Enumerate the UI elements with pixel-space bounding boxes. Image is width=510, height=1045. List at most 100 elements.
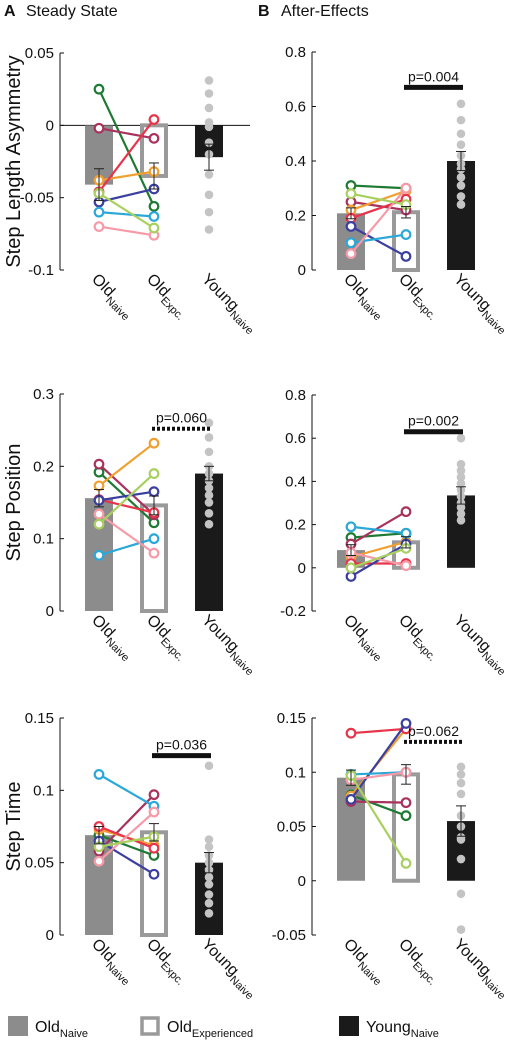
subject-point-expc [148,842,160,854]
young-dot [204,89,214,98]
young-dot [204,490,214,500]
subject-point-naive [93,480,105,492]
panel-title-a: Steady State [26,3,118,20]
young-dot [204,498,214,507]
legend-label-base: Old [167,1019,192,1036]
y-tick-label: 0.3 [33,386,54,403]
y-tick-label: 0.05 [25,855,54,872]
young-dot [204,483,214,493]
y-tick-label: 0.05 [277,819,306,836]
panel-letter-b: B [258,3,270,20]
subject-point-expc [400,182,412,194]
young-dot [456,173,466,182]
young-dot [204,519,214,529]
subject-point-naive [345,571,357,582]
young-dot [456,466,466,475]
subject-line [98,513,155,555]
subject-point-naive [345,521,357,533]
x-tick-label: OldNaive [337,271,389,323]
subject-point-naive [93,221,105,233]
young-dot [456,515,466,525]
subject-point-naive [345,562,357,574]
young-dot [204,447,214,457]
young-dot [456,479,466,488]
subject-line [98,187,155,204]
subject-point-expc [148,468,160,479]
young-dot [456,140,466,149]
legend-label-3: YoungNaive [366,1019,439,1040]
subject-line [98,537,155,557]
x-tick-label: YoungNaive [447,612,510,678]
subject-point-expc [148,200,160,212]
subject-line [350,774,407,864]
subject-line [98,192,155,229]
young-dot [204,880,214,889]
panel-title-b: After-Effects [281,3,369,20]
y-tick-label: 0.15 [277,710,306,727]
x-tick-label: YoungNaive [447,936,510,1002]
subject-line [350,525,407,535]
subject-point-expc [400,810,412,822]
x-tick-label: OldExpc. [392,271,444,323]
legend-label-base: Old [35,1019,60,1036]
subject-point-naive [345,237,357,249]
young-dot [204,103,214,113]
x-label-sub: Expc. [410,295,438,323]
subject-point-naive [345,248,357,260]
subject-line [350,800,407,804]
legend-label-1: OldNaive [35,1019,88,1040]
y-tick-label: 0.4 [285,473,306,490]
x-tick-label: OldNaive [85,271,137,323]
x-label-sub: Expc. [158,636,186,664]
subject-point-expc [148,868,160,880]
y-tick-label: 0.1 [33,782,54,799]
y-tick-label: 0.15 [25,710,54,727]
y-tick-label: -0.1 [28,262,54,279]
subject-line [98,211,155,218]
x-tick-label: OldNaive [85,936,137,988]
y-tick-label: 0.1 [33,531,54,548]
subject-point-naive [93,206,105,218]
subject-point-naive [93,855,105,867]
subject-point-expc [148,486,160,498]
young-dot [204,909,214,918]
young-dot [456,509,466,519]
young-dot [204,890,214,899]
x-label-sub: Expc. [410,960,438,988]
subject-line [350,189,407,212]
subject-point-expc [148,222,160,234]
bar-2 [392,210,420,272]
y-tick-label: 0.2 [33,458,54,475]
legend-label-sub: Naive [411,1028,439,1040]
young-dot [456,192,466,201]
legend-label-sub: Experienced [192,1028,253,1040]
young-dot [456,115,466,125]
x-label-sub: Naive [227,974,255,1002]
subject-line [350,547,407,569]
young-dot [204,207,214,217]
x-tick-label: OldExpc. [392,612,444,664]
young-dot [456,433,466,443]
x-label-sub: Naive [227,650,255,678]
young-dot [456,925,466,934]
subject-point-expc [400,229,412,240]
subject-line [350,187,407,255]
subject-point-naive [345,188,357,200]
x-label-sub: Naive [355,295,383,323]
x-label-sub: Naive [479,650,507,678]
subject-line [98,118,155,193]
subject-point-naive [93,458,105,470]
legend-swatch-2 [140,1016,160,1036]
subject-line [350,510,407,545]
subject-line [350,184,407,190]
y-axis-label: Step Position [3,444,25,562]
x-label-sub: Expc. [158,295,186,323]
x-label-sub: Naive [479,974,507,1002]
young-dot [204,898,214,908]
subject-line [350,225,407,258]
young-dot [456,129,466,139]
y-tick-label: 0 [46,117,54,134]
subject-point-expc [400,857,412,869]
